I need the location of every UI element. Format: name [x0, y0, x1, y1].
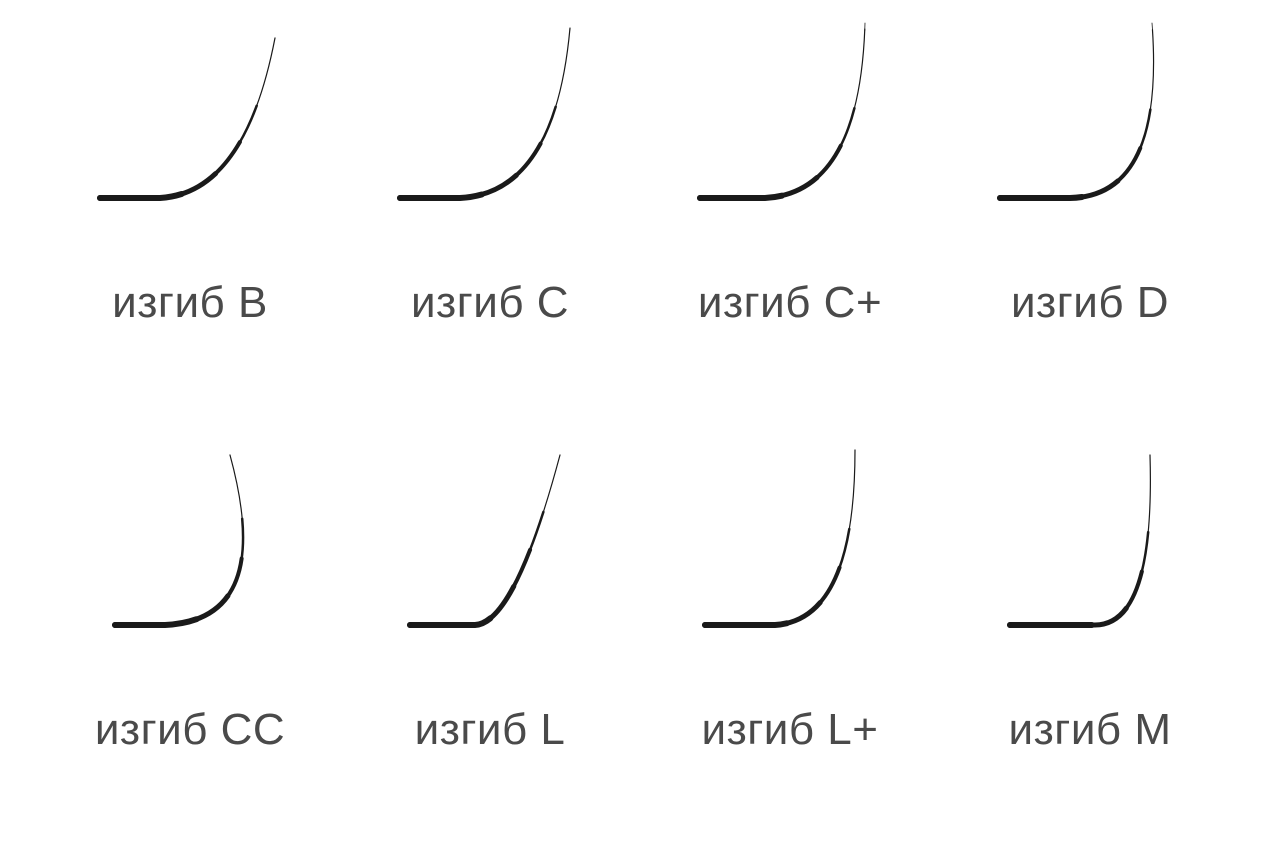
curve-label: изгиб L+ [702, 705, 879, 755]
curve-b-icon [60, 8, 320, 228]
curve-cell-curve-l: изгиб L [340, 427, 640, 854]
curve-label: изгиб B [112, 278, 268, 328]
curve-grid: изгиб B изгиб C изгиб C+ изгиб D изгиб CC изг… [0, 0, 1280, 854]
curve-cell-curve-m: изгиб M [940, 427, 1240, 854]
curve-cell-curve-c-plus: изгиб C+ [640, 0, 940, 427]
curve-m-icon [960, 435, 1220, 655]
curve-cell-curve-cc: изгиб CC [40, 427, 340, 854]
curve-l-icon [360, 435, 620, 655]
curve-label: изгиб CC [95, 705, 285, 755]
curve-label: изгиб D [1011, 278, 1169, 328]
curve-l-plus-icon [660, 435, 920, 655]
curve-label: изгиб C+ [698, 278, 882, 328]
curve-label: изгиб M [1009, 705, 1172, 755]
curve-cell-curve-c: изгиб C [340, 0, 640, 427]
curve-cell-curve-b: изгиб B [40, 0, 340, 427]
curve-label: изгиб C [411, 278, 569, 328]
curve-c-icon [360, 8, 620, 228]
curve-c-plus-icon [660, 8, 920, 228]
curve-cell-curve-l-plus: изгиб L+ [640, 427, 940, 854]
curve-d-icon [960, 8, 1220, 228]
curve-cell-curve-d: изгиб D [940, 0, 1240, 427]
curve-label: изгиб L [415, 705, 566, 755]
curve-cc-icon [60, 435, 320, 655]
